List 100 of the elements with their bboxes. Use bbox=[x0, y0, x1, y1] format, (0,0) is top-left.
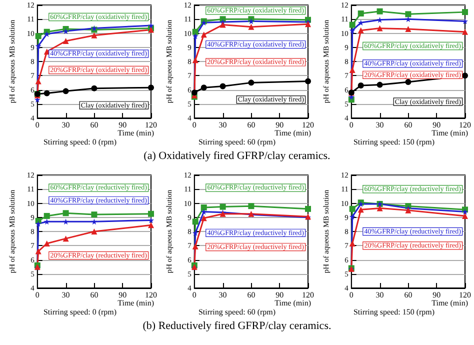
x-tick-label: 30 bbox=[376, 120, 384, 130]
point bbox=[62, 38, 69, 44]
text: (a) Oxidatively fired GFRP/clay ceramics. bbox=[142, 150, 332, 162]
x-tick-label: 120 bbox=[459, 290, 471, 300]
point bbox=[35, 78, 42, 84]
text: Stirring speed: 60 (rpm) bbox=[198, 308, 276, 316]
point bbox=[376, 82, 383, 88]
point bbox=[35, 42, 42, 49]
x-tick-label: 90 bbox=[432, 290, 441, 300]
text: Stirring speed: 150 (rpm) bbox=[353, 138, 435, 146]
point bbox=[192, 57, 198, 64]
x-tick-label: 0 bbox=[349, 290, 354, 300]
point bbox=[35, 248, 42, 254]
x-tick-label: 90 bbox=[432, 120, 441, 130]
x-tick-label: 90 bbox=[118, 290, 127, 300]
x-tick-label: 120 bbox=[145, 290, 157, 300]
point bbox=[91, 228, 98, 234]
point bbox=[192, 33, 198, 40]
text: (b) Reductively fired GFRP/clay ceramics. bbox=[142, 320, 332, 332]
point bbox=[62, 88, 69, 94]
point bbox=[349, 214, 356, 220]
text: Stirring speed: 0 (rpm) bbox=[43, 138, 117, 146]
point bbox=[349, 66, 356, 73]
point bbox=[248, 24, 254, 30]
point bbox=[62, 210, 69, 216]
point bbox=[358, 27, 364, 34]
point bbox=[305, 78, 311, 84]
point bbox=[358, 10, 364, 16]
point bbox=[358, 206, 364, 213]
point bbox=[462, 72, 468, 79]
point bbox=[44, 90, 50, 96]
point bbox=[200, 215, 207, 222]
point bbox=[148, 222, 154, 228]
point bbox=[349, 22, 356, 28]
point bbox=[200, 204, 207, 210]
x-tick-label: 30 bbox=[376, 290, 384, 300]
point bbox=[35, 33, 42, 40]
x-tick-label: 60 bbox=[247, 290, 256, 300]
x-tick-label: 90 bbox=[276, 120, 284, 130]
point bbox=[462, 9, 468, 16]
x-tick-label: 120 bbox=[302, 290, 314, 300]
x-tick-label: 120 bbox=[302, 120, 314, 130]
point bbox=[220, 22, 226, 28]
x-tick-label: 90 bbox=[118, 120, 127, 130]
x-tick-label: 120 bbox=[459, 120, 471, 130]
text: Stirring speed: 0 (rpm) bbox=[43, 308, 117, 316]
x-axis-title: Time (min) bbox=[432, 128, 468, 138]
point bbox=[200, 32, 207, 38]
point bbox=[192, 28, 198, 35]
point bbox=[62, 236, 69, 242]
point bbox=[405, 11, 412, 18]
x-tick-label: 60 bbox=[90, 290, 98, 300]
point bbox=[405, 78, 412, 85]
point bbox=[376, 25, 383, 32]
x-tick-label: 0 bbox=[349, 120, 354, 130]
point bbox=[35, 220, 42, 227]
point bbox=[192, 218, 198, 225]
x-axis-title: Time (min) bbox=[274, 298, 312, 308]
x-tick-label: 0 bbox=[192, 120, 196, 130]
point bbox=[200, 84, 207, 91]
x-tick-label: 30 bbox=[62, 290, 70, 300]
point bbox=[192, 230, 198, 236]
x-tick-label: 60 bbox=[90, 120, 98, 130]
point bbox=[376, 205, 383, 212]
x-tick-label: 30 bbox=[218, 120, 227, 130]
x-tick-label: 120 bbox=[145, 120, 157, 130]
point bbox=[220, 83, 226, 90]
point bbox=[248, 80, 254, 86]
point bbox=[91, 212, 98, 218]
x-tick-label: 60 bbox=[247, 120, 256, 130]
point bbox=[349, 240, 356, 247]
point bbox=[405, 16, 412, 22]
point bbox=[376, 8, 383, 14]
x-tick-label: 0 bbox=[35, 290, 40, 300]
text: Stirring speed: 150 (rpm) bbox=[353, 308, 435, 316]
x-tick-label: 0 bbox=[192, 290, 196, 300]
x-tick-label: 0 bbox=[35, 120, 40, 130]
point bbox=[358, 82, 364, 89]
point bbox=[248, 203, 254, 210]
point bbox=[349, 206, 356, 212]
point bbox=[62, 218, 69, 225]
x-axis-title: Time (min) bbox=[118, 128, 154, 138]
point bbox=[405, 26, 412, 32]
x-tick-label: 60 bbox=[404, 120, 412, 130]
x-axis-title: Time (min) bbox=[118, 298, 154, 308]
point bbox=[192, 243, 198, 250]
x-tick-label: 60 bbox=[404, 290, 412, 300]
point bbox=[44, 212, 50, 219]
point bbox=[220, 204, 226, 210]
point bbox=[200, 208, 207, 215]
x-tick-label: 30 bbox=[218, 290, 227, 300]
point bbox=[349, 27, 356, 34]
point bbox=[91, 218, 98, 225]
text: Stirring speed: 60 (rpm) bbox=[198, 138, 276, 146]
point bbox=[91, 32, 98, 38]
point bbox=[148, 217, 154, 224]
x-axis-title: Time (min) bbox=[432, 298, 468, 308]
x-tick-label: 30 bbox=[62, 120, 70, 130]
point bbox=[44, 218, 50, 225]
point bbox=[305, 206, 311, 212]
